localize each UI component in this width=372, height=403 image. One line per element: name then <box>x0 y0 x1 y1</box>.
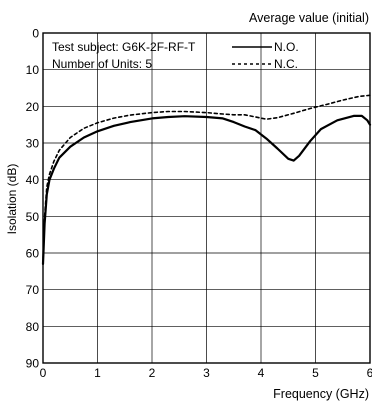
y-tick-label: 60 <box>26 247 40 261</box>
series-lines <box>41 94 372 266</box>
y-tick-label: 0 <box>32 27 39 41</box>
y-tick-label: 90 <box>26 357 40 371</box>
y-tick-label: 80 <box>26 320 40 334</box>
y-axis-label: Isolation (dB) <box>5 164 19 235</box>
y-tick-label: 40 <box>26 173 40 187</box>
y-tick-label: 30 <box>26 137 40 151</box>
x-tick-label: 3 <box>203 366 210 380</box>
annotation-box: Test subject: G6K-2F-RF-T Number of Unit… <box>52 40 299 71</box>
series-line-no <box>41 114 372 266</box>
x-tick-label: 4 <box>258 366 265 380</box>
x-tick-label: 0 <box>40 366 47 380</box>
y-tick-label: 20 <box>26 100 40 114</box>
legend-label-no: N.O. <box>274 40 299 54</box>
chart-title: Average value (initial) <box>249 11 369 25</box>
y-tick-label: 50 <box>26 210 40 224</box>
x-axis-label: Frequency (GHz) <box>273 387 369 401</box>
test-subject-annotation: Test subject: G6K-2F-RF-T <box>52 40 196 54</box>
number-of-units-annotation: Number of Units: 5 <box>52 57 152 71</box>
x-tick-label: 2 <box>149 366 156 380</box>
x-tick-label: 1 <box>94 366 101 380</box>
y-tick-label: 10 <box>26 63 40 77</box>
series-line-nc <box>42 94 371 265</box>
legend-label-nc: N.C. <box>274 57 298 71</box>
y-tick-label: 70 <box>26 283 40 297</box>
x-tick-label: 5 <box>312 366 319 380</box>
x-tick-label: 6 <box>367 366 372 380</box>
plot-frame <box>42 32 371 364</box>
grid <box>43 33 370 363</box>
